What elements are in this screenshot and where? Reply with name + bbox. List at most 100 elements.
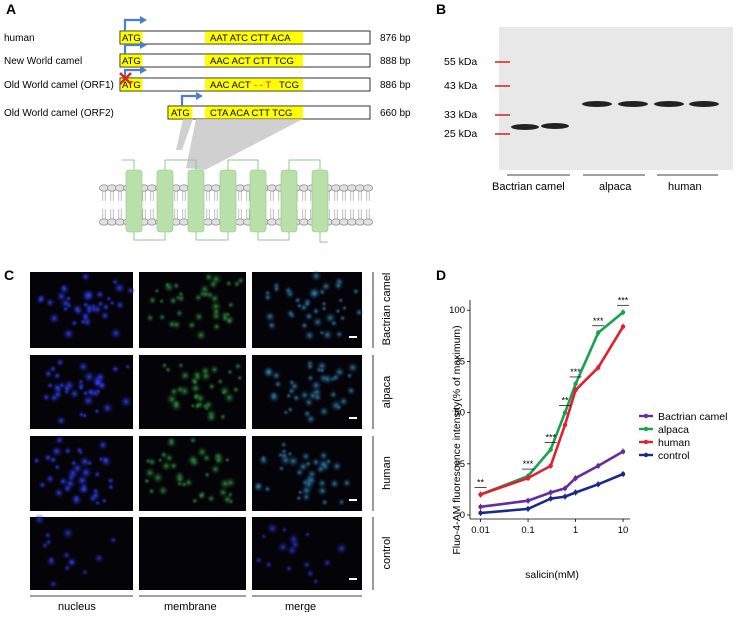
atg-text: ATG: [122, 80, 141, 91]
seq-row-human: human ATG AAT ATC CTT ACA 876 bp: [4, 16, 411, 45]
data-point: [478, 504, 483, 510]
data-point: [620, 471, 626, 477]
x-tick-label: 0.01: [471, 525, 490, 536]
micrograph-tile: [252, 269, 364, 348]
atg-text: ATG: [171, 108, 190, 119]
y-tick-label: 75: [454, 356, 465, 367]
micrograph-tile: [139, 272, 246, 348]
data-point: [573, 475, 578, 481]
codon-seq: AAC ACT CTT TCG: [210, 56, 294, 67]
data-point: [620, 310, 626, 315]
data-point: [525, 498, 531, 503]
start-arrow-icon: [123, 66, 147, 78]
helix-loop: [164, 159, 197, 170]
lane-label: human: [668, 181, 702, 193]
legend-label: control: [658, 450, 690, 462]
data-point: [596, 365, 601, 370]
row-label: Bactrian camel: [381, 273, 393, 346]
data-point: [562, 410, 568, 415]
seq-row-old-world-orf2: Old World camel (ORF2) ATG CTA ACA CTT T…: [4, 92, 411, 120]
data-point: [620, 324, 626, 329]
micrograph-tile: [252, 436, 362, 511]
tm-helix: [187, 169, 205, 233]
data-point: [525, 475, 531, 481]
lipid-head: [363, 184, 373, 192]
y-axis-title: Fluo-4-AM fluorescence intensity(% of ma…: [451, 325, 463, 554]
sig-label: ***: [545, 432, 556, 442]
helix-loop: [257, 232, 290, 241]
tm-helix: [311, 169, 329, 233]
micrograph-tile: [252, 517, 362, 590]
data-point: [573, 381, 578, 387]
codon-seq: AAC ACT: [210, 80, 251, 91]
band: [689, 101, 719, 107]
lane-label: alpaca: [599, 181, 632, 193]
x-tick-label: 1: [573, 525, 578, 536]
atg-highlight: [120, 78, 143, 91]
band: [618, 101, 648, 107]
marker-label: 33 kDa: [444, 109, 477, 121]
x-tick-label: 0.1: [521, 525, 534, 536]
y-tick-label: 50: [454, 408, 465, 419]
band: [511, 124, 539, 130]
marker-label: 25 kDa: [444, 128, 477, 140]
data-point: [548, 496, 553, 501]
micro-row-labels: Bactrian camel alpaca human control: [372, 272, 393, 590]
lipid-head: [363, 218, 373, 226]
helix-loop: [133, 232, 166, 241]
data-point: [548, 447, 553, 452]
data-point: [562, 422, 568, 428]
kda-markers: 55 kDa 43 kDa 33 kDa 25 kDa: [444, 56, 510, 140]
x-axis-title: salicin(mM): [525, 569, 579, 581]
data-point: [596, 482, 601, 487]
helix-loop: [195, 232, 229, 241]
length-bp: 888 bp: [380, 56, 411, 67]
length-bp: 660 bp: [380, 108, 411, 119]
micrograph-tile: [30, 271, 136, 348]
start-arrow-icon: [123, 16, 147, 31]
seq-row-old-world-orf1: Old World camel (ORF1) ATG AAC ACT - - T…: [4, 66, 411, 92]
data-point: [548, 463, 553, 469]
deletion-mark: - - T: [254, 80, 271, 91]
micrograph-tile: [139, 517, 246, 590]
data-point: [573, 387, 578, 393]
marker-label: 55 kDa: [444, 56, 477, 68]
codon-seq: AAT ATC CTT ACA: [210, 33, 291, 44]
micrograph-tile: [139, 355, 246, 429]
data-point: [562, 486, 568, 491]
seq-highlight: [205, 54, 303, 67]
start-arrow-icon: [123, 41, 147, 54]
seq-row-label: human: [4, 33, 35, 44]
data-point: [596, 463, 601, 469]
series-line: [480, 325, 625, 496]
tm-helix: [219, 169, 237, 233]
data-point: [573, 490, 578, 495]
tm-helix: [280, 169, 298, 233]
sig-label: ***: [570, 367, 581, 377]
legend-label: Bactrian camel: [658, 411, 727, 423]
data-point: [525, 506, 531, 512]
legend-label: human: [658, 437, 690, 449]
blot-bands: [511, 101, 719, 130]
y-tick-label: 0: [460, 510, 465, 521]
panel-c-letter: C: [4, 267, 14, 283]
seq-row-label: New World camel: [4, 56, 82, 67]
micrograph-tile: [30, 513, 133, 590]
length-bp: 886 bp: [380, 80, 411, 91]
seq-row-new-world-camel: New World camel ATG AAC ACT CTT TCG 888 …: [4, 41, 411, 68]
seq-row-label: Old World camel (ORF1): [4, 80, 114, 91]
col-label: nucleus: [58, 601, 96, 612]
panel-b-letter: B: [436, 1, 446, 17]
panel-a-letter: A: [6, 1, 16, 17]
zoom-callout: [176, 119, 303, 170]
data-point: [562, 494, 568, 499]
membrane-diagram: [99, 159, 373, 243]
western-blot: [499, 27, 733, 170]
row-label: human: [381, 456, 393, 490]
codon-seq: CTA ACA CTT TCG: [210, 108, 292, 119]
micro-col-labels: nucleus membrane merge: [30, 595, 362, 613]
sig-label: ***: [618, 295, 629, 305]
data-point: [620, 449, 626, 454]
